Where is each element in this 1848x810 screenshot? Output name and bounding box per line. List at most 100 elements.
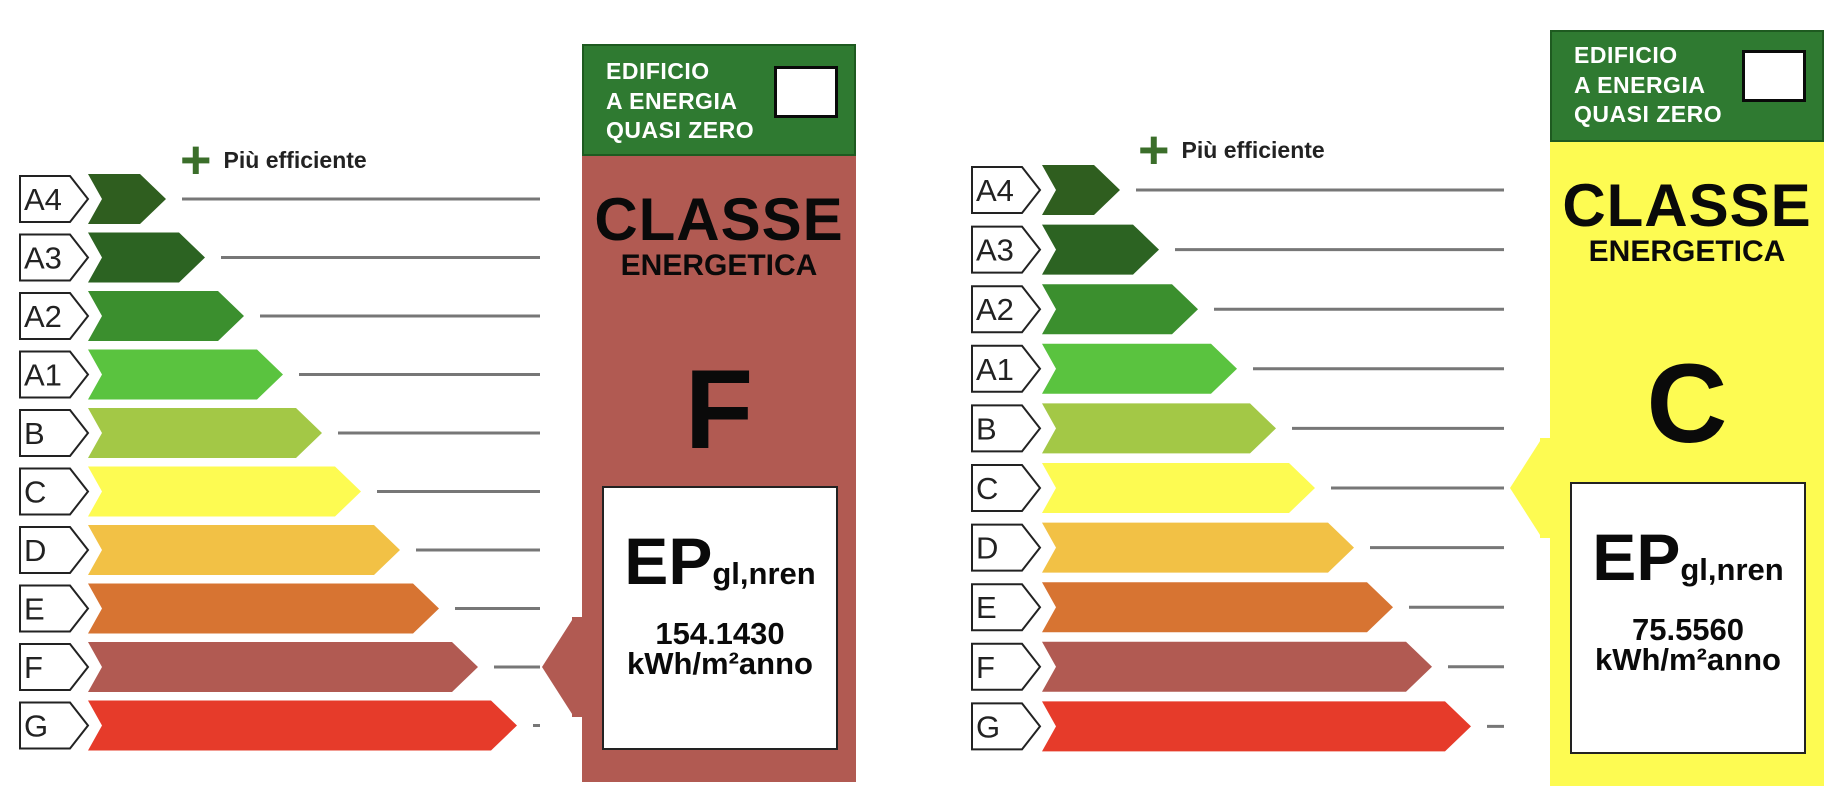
more-efficient-indicator: + Più efficiente	[1138, 123, 1325, 177]
nzeb-checkbox	[1742, 50, 1806, 102]
class-arrow-C	[1042, 463, 1315, 513]
class-pointer	[1510, 438, 1542, 538]
class-tag-label: A4	[24, 182, 62, 217]
class-tag-D	[19, 526, 90, 574]
plus-icon: +	[1138, 120, 1170, 180]
classe-energetica-title: CLASSE ENERGETICA	[582, 190, 856, 282]
class-tag-A1	[971, 344, 1042, 393]
class-tag-A1	[19, 350, 90, 399]
class-pointer-stem	[1540, 438, 1552, 538]
class-arrow-A2	[88, 291, 244, 341]
class-tag-A4	[19, 175, 90, 223]
nzeb-label-line: A ENERGIA	[606, 88, 738, 114]
class-tag-C	[971, 464, 1042, 512]
class-tag-A3	[971, 225, 1042, 274]
more-efficient-indicator: + Più efficiente	[180, 133, 367, 187]
class-tag-label: F	[24, 650, 43, 685]
ep-sub: gl,nren	[1680, 552, 1784, 587]
more-efficient-label: Più efficiente	[1181, 136, 1325, 163]
class-tag-label: A2	[24, 299, 62, 334]
class-arrow-D	[1042, 522, 1354, 573]
class-arrow-G	[1042, 701, 1471, 752]
class-tag-label: A2	[976, 292, 1014, 327]
class-arrow-A1	[88, 349, 283, 400]
class-arrow-A3	[1042, 224, 1159, 275]
energy-label-1: A4 A3 A2 A1 B C D E F G + Più efficiente EDIFICIO…	[19, 44, 856, 782]
class-card-body: CLASSE ENERGETICA C EPgl,nren 75.5560 kW…	[1550, 142, 1824, 786]
ep-value: 154.1430	[655, 616, 785, 651]
class-tag-label: D	[976, 531, 998, 566]
class-tag-G	[971, 702, 1042, 751]
class-arrow-F	[88, 642, 478, 692]
ep-sub: gl,nren	[712, 556, 816, 591]
energy-class-letter: C	[1646, 341, 1728, 466]
ep-indicator: EPgl,nren	[604, 526, 836, 609]
class-arrow-A3	[88, 232, 205, 283]
nzeb-label-line: QUASI ZERO	[606, 117, 755, 143]
class-tag-label: A4	[976, 173, 1014, 208]
classe-line1: CLASSE	[594, 186, 844, 253]
class-arrow-A1	[1042, 343, 1237, 394]
nzeb-label-line: EDIFICIO	[1574, 42, 1678, 68]
classe-line1: CLASSE	[1562, 172, 1812, 239]
class-arrow-D	[88, 525, 400, 575]
class-pointer	[542, 617, 574, 717]
class-arrow-A4	[1042, 165, 1120, 215]
classe-line2: ENERGETICA	[1588, 235, 1786, 268]
class-tag-label: A1	[24, 358, 62, 393]
ep-value: 75.5560	[1631, 612, 1745, 647]
class-tag-label: B	[976, 411, 997, 446]
nzeb-header: EDIFICIO A ENERGIA QUASI ZERO	[1550, 30, 1824, 142]
class-tag-F	[19, 643, 90, 691]
class-tag-label: A3	[976, 233, 1014, 268]
class-arrow-C	[88, 466, 361, 517]
class-arrow-A2	[1042, 284, 1198, 335]
classe-energetica-title: CLASSE ENERGETICA	[1550, 176, 1824, 268]
energy-class-card: EDIFICIO A ENERGIA QUASI ZERO CLASSE ENE…	[1550, 30, 1824, 786]
class-arrow-E	[1042, 582, 1393, 633]
nzeb-label-line: EDIFICIO	[606, 58, 710, 84]
energy-class-card: EDIFICIO A ENERGIA QUASI ZERO CLASSE ENE…	[582, 44, 856, 782]
class-arrow-B	[1042, 403, 1276, 454]
ep-box: EPgl,nren 75.5560 kWh/m²anno	[1570, 482, 1806, 754]
nzeb-label-line: A ENERGIA	[1574, 72, 1706, 98]
ep-indicator: EPgl,nren	[1572, 522, 1804, 605]
class-tag-label: A1	[976, 352, 1014, 387]
class-arrow-E	[88, 583, 439, 634]
class-tag-E	[19, 584, 90, 633]
class-tag-label: D	[24, 533, 46, 568]
class-arrow-F	[1042, 641, 1432, 692]
class-pointer-stem	[572, 617, 584, 717]
classe-line2: ENERGETICA	[620, 249, 818, 282]
class-tag-B	[971, 404, 1042, 453]
class-tag-A2	[19, 292, 90, 340]
class-tag-label: B	[24, 416, 45, 451]
class-tag-label: E	[24, 592, 45, 627]
class-tag-A4	[971, 166, 1042, 214]
ep-unit: kWh/m²anno	[1595, 642, 1781, 677]
nzeb-label-line: QUASI ZERO	[1574, 101, 1723, 127]
class-tag-D	[971, 523, 1042, 572]
class-tag-label: F	[976, 650, 995, 685]
ep-unit: kWh/m²anno	[627, 646, 813, 681]
energy-label-2: A4 A3 A2 A1 B C D E F G + Più efficiente EDIFICIO…	[960, 0, 1848, 810]
energy-class-letter: F	[684, 347, 754, 472]
class-tag-label: C	[976, 471, 998, 506]
ep-main: EP	[624, 524, 713, 598]
class-arrow-B	[88, 408, 322, 458]
class-tag-G	[19, 701, 90, 750]
ep-box: EPgl,nren 154.1430 kWh/m²anno	[602, 486, 838, 750]
more-efficient-label: Più efficiente	[223, 146, 367, 173]
nzeb-header: EDIFICIO A ENERGIA QUASI ZERO	[582, 44, 856, 156]
class-arrow-A4	[88, 174, 166, 224]
class-tag-C	[19, 467, 90, 516]
class-tag-label: E	[976, 590, 997, 625]
class-card-body: CLASSE ENERGETICA F EPgl,nren 154.1430 k…	[582, 156, 856, 782]
class-arrow-G	[88, 700, 517, 751]
class-tag-label: C	[24, 475, 46, 510]
plus-icon: +	[180, 130, 212, 190]
class-tag-E	[971, 583, 1042, 632]
class-tag-A2	[971, 285, 1042, 334]
